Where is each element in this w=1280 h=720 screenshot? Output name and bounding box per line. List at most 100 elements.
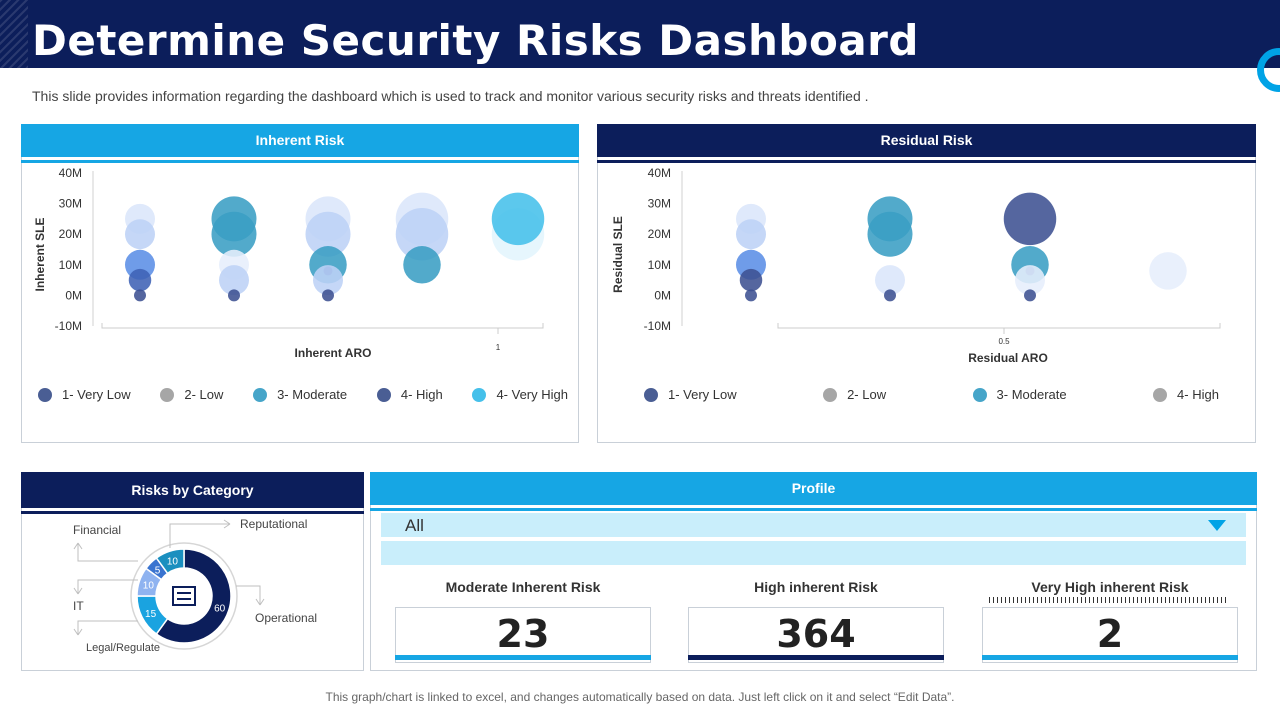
bubble-point (134, 289, 146, 302)
legend-label: 4- High (1177, 387, 1219, 402)
donut-slice (155, 548, 232, 644)
y-tick-label: 30M (59, 197, 82, 211)
legend-item: 4- High (376, 387, 443, 402)
bubble-point (867, 211, 913, 257)
page-title: Determine Security Risks Dashboard (32, 16, 919, 65)
bubble-point (1015, 265, 1045, 296)
bubble-point (228, 289, 240, 302)
connector-it-arrow (73, 587, 83, 595)
connector-operational-arrow (255, 598, 265, 606)
profile-heading: Profile (370, 472, 1257, 511)
legend-item: 2- Low (160, 387, 223, 402)
legend-label: 4- Very High (496, 387, 568, 402)
bubble-point (1149, 252, 1187, 290)
y-tick-label: 10M (59, 258, 82, 272)
bubble-point (1024, 289, 1036, 302)
legend-item: 1- Very Low (38, 387, 131, 402)
header-bar: Determine Security Risks Dashboard (0, 0, 1280, 68)
bubble-point (128, 268, 152, 292)
donut-slice (155, 548, 185, 575)
bubble-point (211, 211, 257, 257)
legend-dot-icon (644, 387, 658, 402)
inherent-risk-panel: Inherent Risk 40M 30M 20M 10M 0M -10M Inherent… (21, 124, 579, 443)
connector-financial-arrow (73, 542, 83, 550)
connector-financial (77, 543, 138, 562)
connector-legal (77, 620, 138, 635)
y-tick-label: 40M (59, 166, 82, 180)
inherent-risk-heading: Inherent Risk (21, 124, 579, 163)
residual-legend: 1- Very Low 2- Low 3- Moderate 4- High (644, 387, 1219, 402)
connector-it (77, 579, 138, 594)
legend-label: 2- Low (847, 387, 887, 402)
profile-dropdown[interactable]: All (381, 513, 1246, 537)
bubble-point (403, 246, 441, 284)
bubble-point (875, 265, 905, 296)
x-axis-brace (777, 323, 1221, 334)
profile-panel: Profile All Moderate Inherent Risk 23 Hi… (370, 472, 1257, 671)
risks-by-category-heading: Risks by Category (21, 472, 364, 514)
legend-label: 1- Very Low (62, 387, 131, 402)
residual-risk-heading: Residual Risk (597, 124, 1256, 163)
profile-selected-value: All (405, 516, 424, 535)
legend-dot-icon (376, 387, 391, 402)
kpi-underline (688, 655, 944, 660)
bubble-point (1003, 192, 1057, 246)
header-decoration (0, 0, 28, 68)
connector-operational (236, 585, 261, 605)
kpi-value-moderate: 23 (395, 607, 651, 663)
dropdown-arrow-icon (1208, 520, 1226, 531)
y-axis-title: Residual SLE (611, 216, 625, 293)
footer-note: This graph/chart is linked to excel, and… (325, 690, 955, 704)
corner-ring-decoration (1257, 48, 1280, 92)
legend-dot-icon (1153, 387, 1168, 402)
y-tick-label: 20M (59, 227, 82, 241)
kpi-label: High inherent Risk (754, 579, 878, 595)
page-subtitle: This slide provides information regardin… (32, 88, 869, 104)
legend-dot-icon (38, 387, 52, 402)
legend-label: 4- High (400, 387, 443, 402)
residual-risk-panel: Residual Risk 40M 30M 20M 10M 0M -10M Residual… (597, 124, 1256, 443)
donut-value-label: 60 (214, 604, 226, 615)
legend-item: 4- Very High (472, 387, 568, 402)
y-tick-label: 30M (648, 197, 671, 211)
y-tick-label: 0M (65, 288, 82, 302)
legend-item: 1- Very Low (644, 387, 737, 402)
bubble-point (736, 219, 766, 250)
kpi-underline (395, 655, 651, 660)
category-label-financial: Financial (73, 523, 122, 537)
kpi-label: Very High inherent Risk (1031, 579, 1189, 595)
kpi-label: Moderate Inherent Risk (445, 579, 601, 595)
legend-label: 3- Moderate (996, 387, 1067, 402)
category-label-legal: Legal/Regulate (86, 642, 161, 654)
legend-dot-icon (253, 387, 268, 402)
category-label-operational: Operational (255, 611, 318, 625)
x-tick-label: 0.5 (998, 337, 1010, 346)
y-tick-label: 10M (648, 258, 671, 272)
y-tick-label: -10M (55, 319, 82, 333)
risks-by-category-panel: Risks by Category 60 15 10 5 10 Financial Re… (21, 472, 364, 671)
legend-dot-icon (972, 387, 987, 402)
x-tick-label: 1 (496, 343, 501, 352)
category-label-reputational: Reputational (240, 517, 308, 531)
bubble-point (491, 192, 545, 246)
ruler-decoration (989, 597, 1229, 603)
legend-dot-icon (160, 387, 175, 402)
x-axis-title: Residual ARO (968, 351, 1048, 365)
risk-badge-icon-lines (177, 592, 191, 600)
bubble-point (305, 211, 351, 257)
profile-filter-bar[interactable] (381, 541, 1246, 565)
donut-value-label: 15 (145, 609, 157, 620)
y-tick-label: -10M (644, 319, 671, 333)
bubble-point (395, 207, 449, 261)
donut-value-label: 10 (143, 580, 155, 591)
bubble-point (745, 289, 757, 302)
kpi-value-high: 364 (688, 607, 944, 663)
bubble-point (125, 219, 155, 250)
legend-dot-icon (472, 387, 487, 402)
inherent-legend: 1- Very Low 2- Low 3- Moderate 4- High 4… (38, 387, 568, 402)
donut-value-label: 10 (167, 556, 179, 567)
legend-item: 3- Moderate (972, 387, 1067, 402)
